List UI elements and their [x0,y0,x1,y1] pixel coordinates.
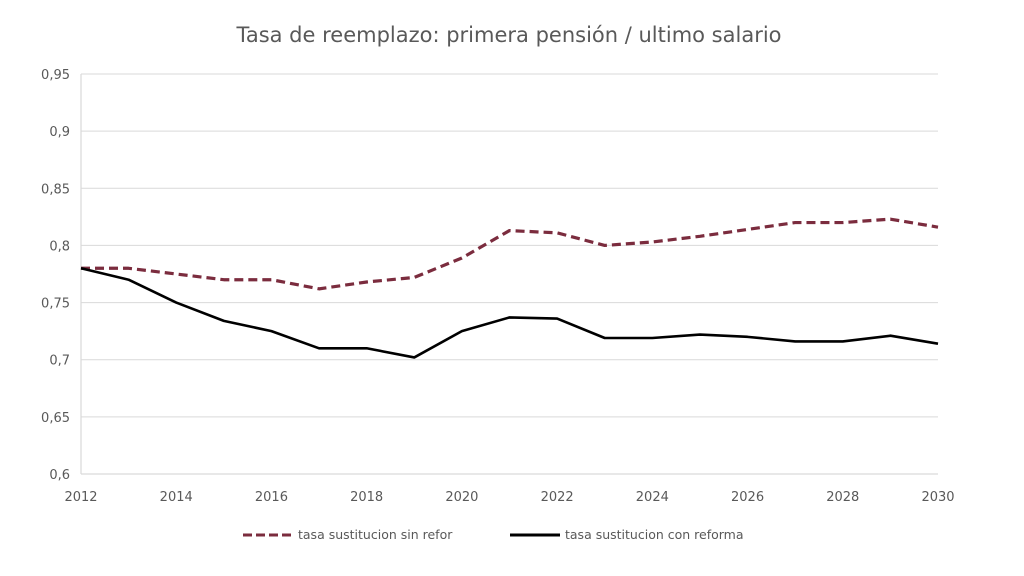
y-tick-label: 0,95 [41,68,70,83]
y-tick-label: 0,85 [41,182,70,197]
x-tick-label: 2022 [541,490,574,505]
x-tick-label: 2028 [826,490,859,505]
x-tick-label: 2016 [255,490,288,505]
x-tick-label: 2024 [636,490,669,505]
series-lines [80,217,939,359]
y-tick-label: 0,9 [49,125,70,140]
chart-title: Tasa de reemplazo: primera pensión / ult… [235,23,781,47]
x-tick-label: 2018 [350,490,383,505]
y-tick-label: 0,75 [41,297,70,312]
y-axis-ticks: 0,6 0,65 0,7 0,75 0,8 0,85 0,9 0,95 [41,68,70,483]
series-line-0 [81,217,939,291]
x-tick-label: 2014 [160,490,193,505]
y-tick-label: 0,6 [49,468,70,483]
x-tick-label: 2026 [731,490,764,505]
legend-label-sin-reforma: tasa sustitucion sin refor [298,527,453,542]
x-tick-label: 2030 [921,490,954,505]
legend-label-con-reforma: tasa sustitucion con reforma [565,527,744,542]
legend: tasa sustitucion sin refor tasa sustituc… [243,527,744,542]
gridlines [81,73,938,418]
x-axis-ticks: 2012 2014 2016 2018 2020 2022 2024 2026 2028 2030 [64,490,954,505]
y-tick-label: 0,8 [49,239,70,254]
x-tick-label: 2012 [64,490,97,505]
y-tick-label: 0,7 [49,354,70,369]
x-tick-label: 2020 [445,490,478,505]
legend-item-sin-reforma: tasa sustitucion sin refor [243,527,453,542]
legend-item-con-reforma: tasa sustitucion con reforma [510,527,744,542]
y-tick-label: 0,65 [41,411,70,426]
series-line-1 [80,267,939,359]
